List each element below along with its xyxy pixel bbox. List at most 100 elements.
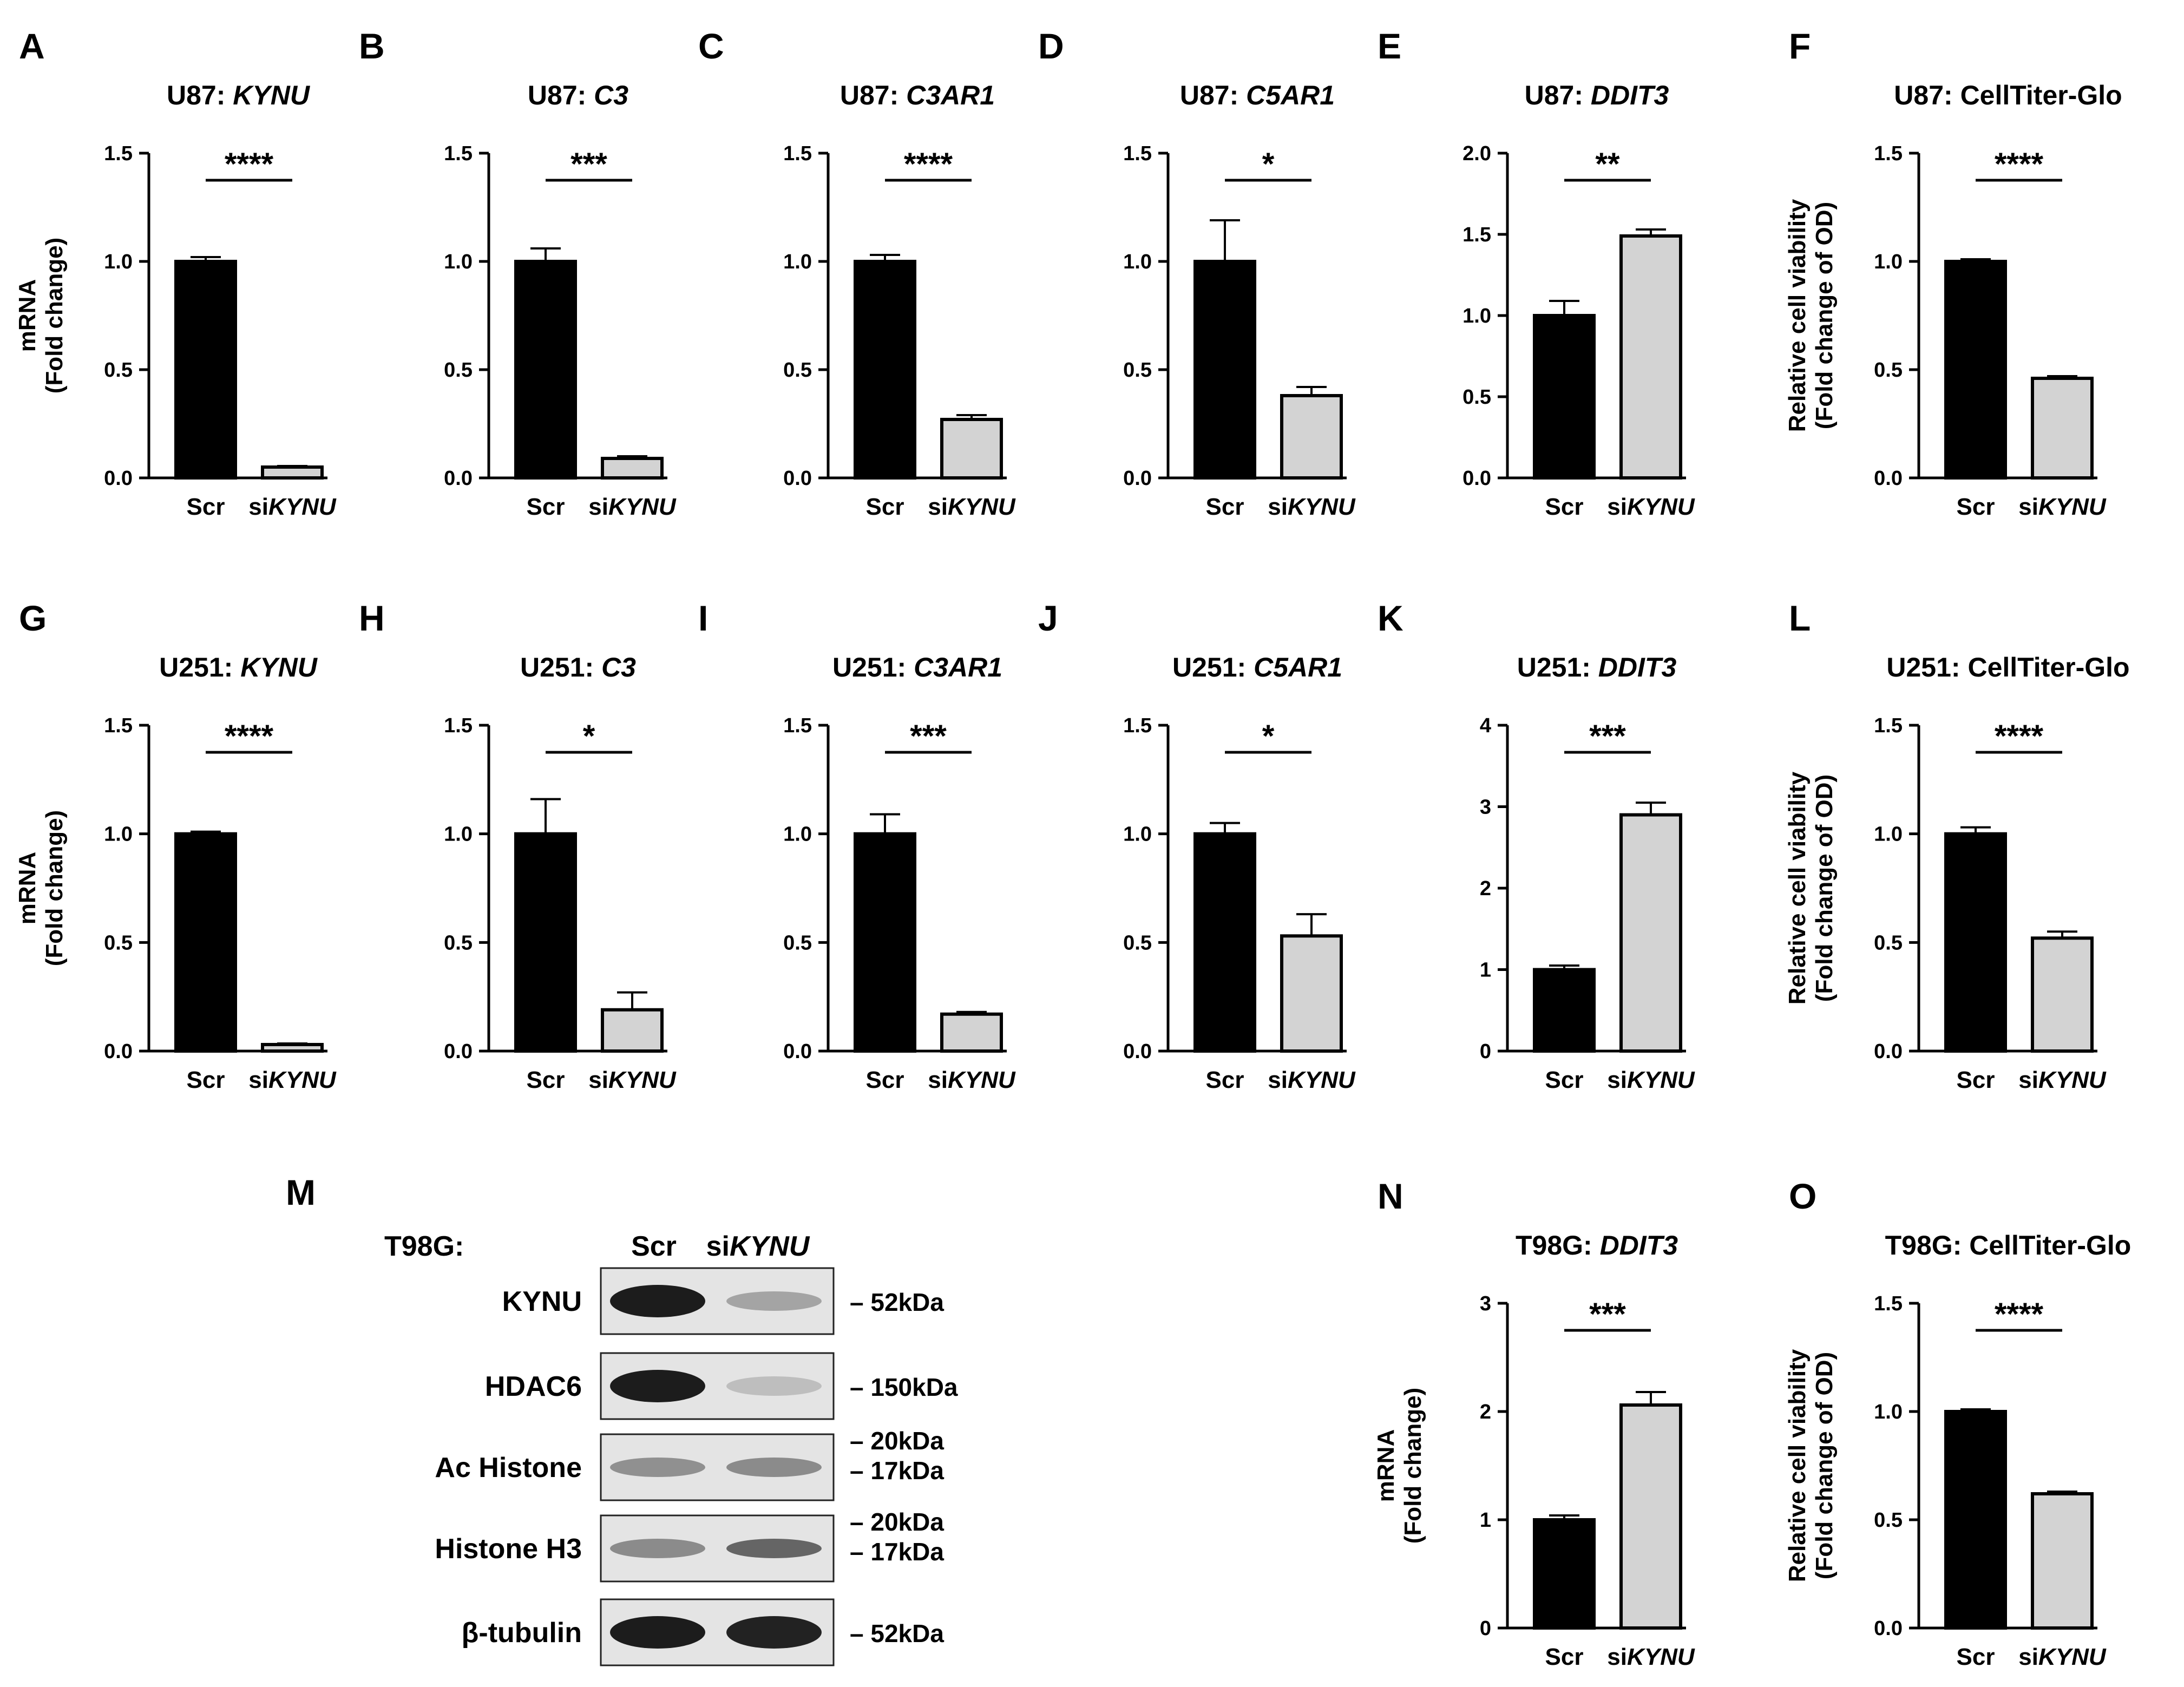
y-axis-label: (Fold change of OD): [1811, 202, 1838, 429]
significance-stars: ***: [1589, 719, 1626, 754]
category-prefix: si: [1268, 1067, 1288, 1093]
chart-title-prefix: U251:: [832, 652, 914, 682]
category-prefix: si: [1607, 494, 1627, 520]
y-axis-label: Relative cell viability: [1784, 199, 1811, 432]
y-tick-label: 1.5: [104, 714, 133, 737]
category-prefix: si: [928, 494, 948, 520]
significance-stars: *: [1262, 719, 1275, 754]
x-category-label: siKYNU: [588, 494, 677, 520]
bar-sikynu: [1619, 234, 1682, 480]
chart-title-gene: C3AR1: [914, 652, 1002, 682]
category-prefix: si: [1268, 494, 1288, 520]
x-category-label: Scr: [1206, 494, 1244, 520]
x-category-label: siKYNU: [248, 494, 337, 520]
y-tick-label: 1.0: [444, 251, 473, 273]
blot-mw-marker: – 20kDa: [850, 1427, 944, 1455]
category-gene: KYNU: [2038, 1644, 2107, 1670]
category-gene: KYNU: [948, 494, 1016, 520]
chart-title: U251: C3AR1: [832, 652, 1002, 682]
category-gene: KYNU: [268, 1067, 337, 1093]
category-prefix: Scr: [1545, 1644, 1584, 1670]
blot-lane-label: Scr: [631, 1231, 677, 1262]
blot-mw-marker: – 20kDa: [850, 1508, 944, 1536]
blot-mw-marker: – 52kDa: [850, 1288, 944, 1316]
blot-row: β-tubulin – 52kDa: [462, 1598, 944, 1666]
x-category-label: Scr: [187, 1067, 225, 1093]
bar-sikynu: [1619, 813, 1682, 1053]
category-prefix: si: [2018, 1067, 2038, 1093]
blot-band: [726, 1539, 822, 1558]
y-tick-label: 0.5: [1874, 359, 1903, 382]
x-category-label: Scr: [1957, 1067, 1995, 1093]
significance-stars: *: [1262, 147, 1275, 182]
bar-sikynu: [261, 1042, 324, 1053]
chart-title-gene: KYNU: [233, 80, 311, 110]
x-category-label: Scr: [1957, 1644, 1995, 1670]
y-tick-label: 0: [1480, 1617, 1491, 1640]
x-category-label: siKYNU: [1607, 1644, 1695, 1670]
y-axis-label: mRNA: [1373, 1429, 1399, 1502]
blot-band: [726, 1291, 822, 1311]
category-prefix: Scr: [187, 494, 225, 520]
x-category-label: Scr: [1545, 1644, 1584, 1670]
blot-band: [610, 1458, 705, 1477]
category-prefix: Scr: [527, 1067, 565, 1093]
y-axis-label: mRNA: [14, 279, 41, 352]
bar-sikynu: [601, 1008, 664, 1053]
y-tick-label: 0.5: [1123, 931, 1152, 954]
bar-scr: [854, 832, 916, 1053]
category-prefix: Scr: [1206, 1067, 1244, 1093]
y-tick-label: 0.0: [1874, 1040, 1903, 1063]
chart-title: T98G: CellTiter-Glo: [1885, 1230, 2131, 1261]
blot-mw-marker: – 17kDa: [850, 1456, 944, 1485]
chart-title: U251: CellTiter-Glo: [1886, 652, 2129, 682]
chart-panel-o: O T98G: CellTiter-Glo Relative cell viabil…: [1784, 1176, 2131, 1670]
chart-title: U251: DDIT3: [1517, 652, 1677, 682]
y-tick-label: 1.5: [1874, 142, 1903, 165]
bar-sikynu: [1280, 394, 1343, 480]
blot-row: Ac Histone – 20kDa– 17kDa: [435, 1427, 944, 1501]
x-category-label: Scr: [187, 494, 225, 520]
y-tick-label: 0: [1480, 1040, 1491, 1063]
y-tick-label: 0.0: [1123, 1040, 1152, 1063]
blot-band: [610, 1616, 705, 1649]
blot-protein-label: HDAC6: [485, 1371, 582, 1402]
y-tick-label: 1.5: [444, 142, 473, 165]
y-tick-label: 1.5: [783, 714, 812, 737]
y-tick-label: 0.0: [1874, 1617, 1903, 1640]
category-prefix: si: [1607, 1644, 1627, 1670]
significance-stars: **: [1595, 147, 1620, 182]
y-tick-label: 1.0: [783, 823, 812, 846]
y-tick-label: 0.0: [1462, 467, 1491, 490]
panel-label: D: [1038, 26, 1064, 66]
chart-title-prefix: U87: CellTiter-Glo: [1894, 80, 2122, 110]
significance-stars: ***: [570, 147, 607, 182]
x-category-label: siKYNU: [1607, 494, 1695, 520]
category-gene: KYNU: [1627, 494, 1695, 520]
y-axis-label: Relative cell viability: [1784, 771, 1811, 1005]
category-gene: KYNU: [2038, 1067, 2107, 1093]
bar-scr: [1944, 1410, 2007, 1630]
chart-title: U251: KYNU: [159, 652, 318, 682]
significance-stars: ****: [1995, 719, 2044, 754]
y-tick-label: 1.5: [1874, 714, 1903, 737]
category-prefix: si: [588, 494, 608, 520]
category-prefix: si: [2018, 494, 2038, 520]
category-prefix: Scr: [866, 494, 904, 520]
y-tick-label: 2.0: [1462, 142, 1491, 165]
category-prefix: Scr: [1957, 1067, 1995, 1093]
category-gene: KYNU: [1288, 494, 1356, 520]
y-tick-label: 0.5: [444, 359, 473, 382]
significance-stars: ****: [904, 147, 953, 182]
category-prefix: si: [2018, 1644, 2038, 1670]
category-gene: KYNU: [1627, 1067, 1695, 1093]
y-tick-label: 0.0: [783, 467, 812, 490]
y-tick-label: 1.0: [104, 823, 133, 846]
blot-mw-marker: – 52kDa: [850, 1619, 944, 1647]
bar-scr: [1533, 968, 1596, 1053]
category-prefix: si: [248, 1067, 268, 1093]
y-axis-label: mRNA: [14, 852, 41, 924]
chart-title-gene: C5AR1: [1246, 80, 1335, 110]
